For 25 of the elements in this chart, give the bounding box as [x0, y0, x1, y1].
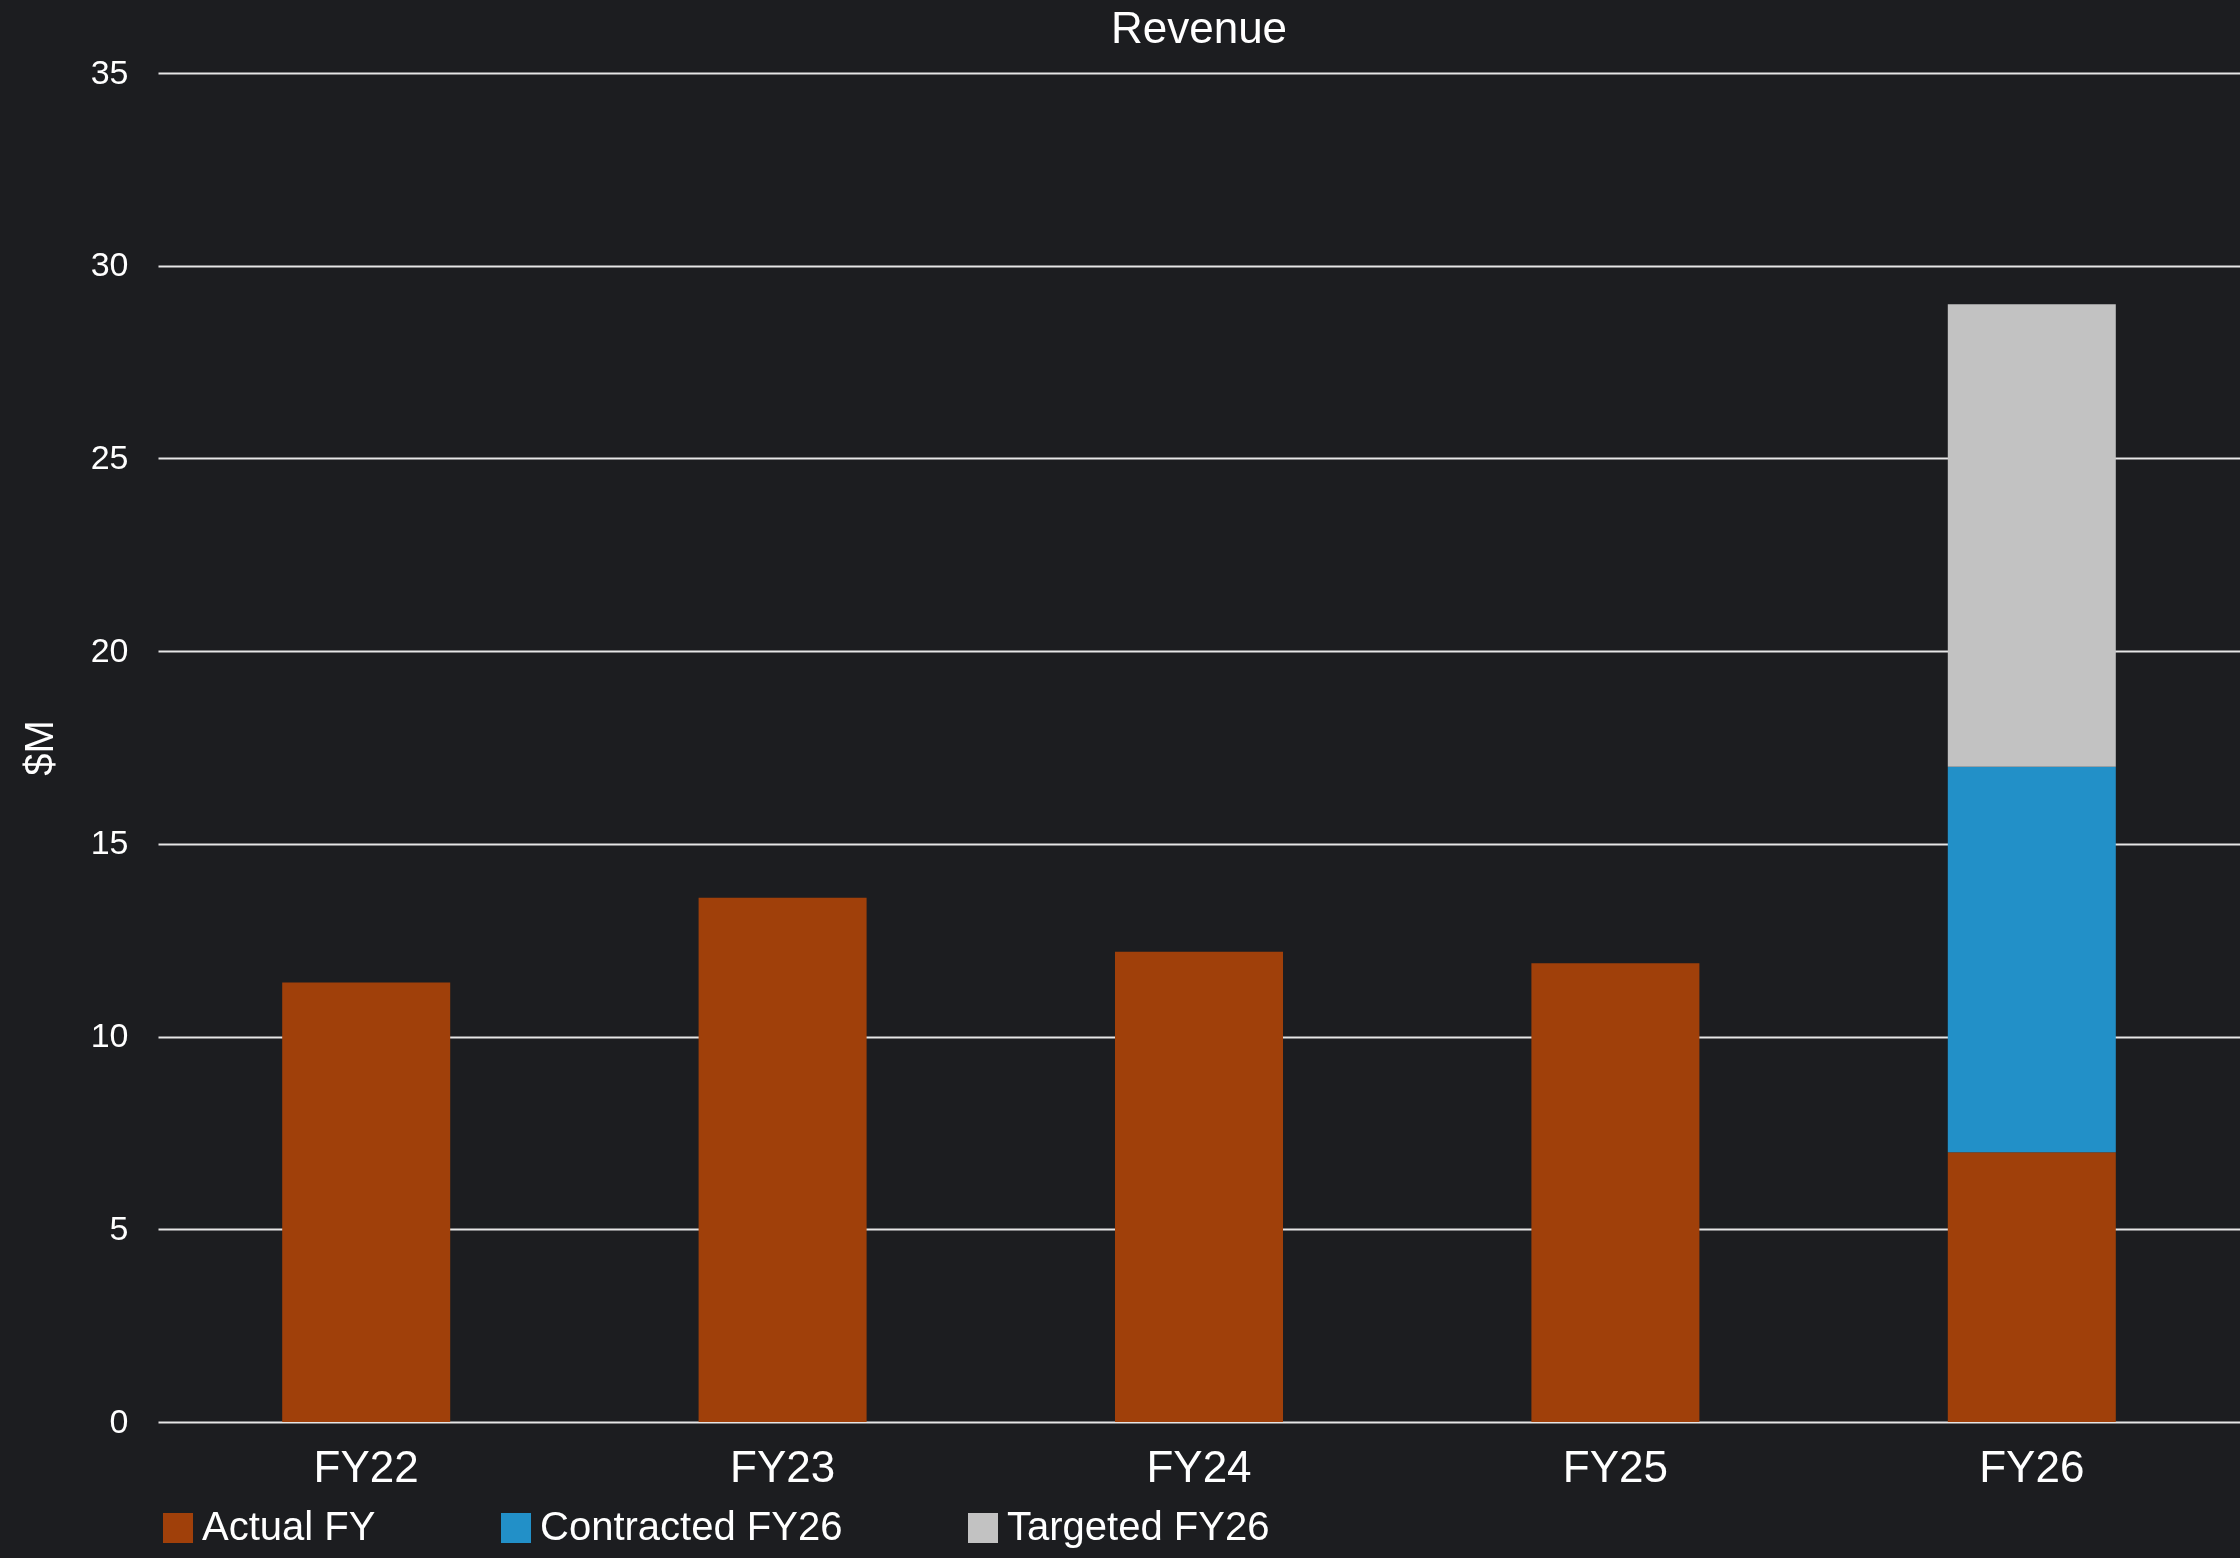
bar [1531, 963, 1700, 1422]
y-tick-label: 25 [90, 437, 129, 476]
bar [1947, 1152, 2116, 1422]
y-tick-label: 5 [109, 1208, 129, 1247]
bar [1947, 304, 2116, 767]
x-tick-label: FY26 [1979, 1441, 2085, 1491]
y-tick-label: 10 [90, 1016, 129, 1055]
bar [698, 897, 867, 1422]
x-tick-label: FY22 [313, 1441, 419, 1491]
y-tick-label: 0 [109, 1401, 129, 1440]
x-tick-label: FY23 [730, 1441, 836, 1491]
y-tick-label: 15 [90, 823, 129, 862]
legend-label: Actual FY [202, 1504, 376, 1548]
bar [282, 982, 451, 1422]
y-tick-label: 20 [90, 630, 129, 669]
x-tick-label: FY25 [1562, 1441, 1668, 1491]
y-axis-title: $M [16, 720, 61, 776]
y-tick-label: 30 [90, 245, 129, 284]
chart-title: Revenue [1110, 3, 1288, 52]
legend-label: Contracted FY26 [540, 1504, 843, 1548]
bar [1115, 951, 1283, 1422]
bar [1947, 766, 2116, 1153]
x-tick-label: FY24 [1146, 1441, 1252, 1491]
y-tick-label: 35 [90, 52, 129, 91]
legend-label: Targeted FY26 [1007, 1504, 1270, 1548]
